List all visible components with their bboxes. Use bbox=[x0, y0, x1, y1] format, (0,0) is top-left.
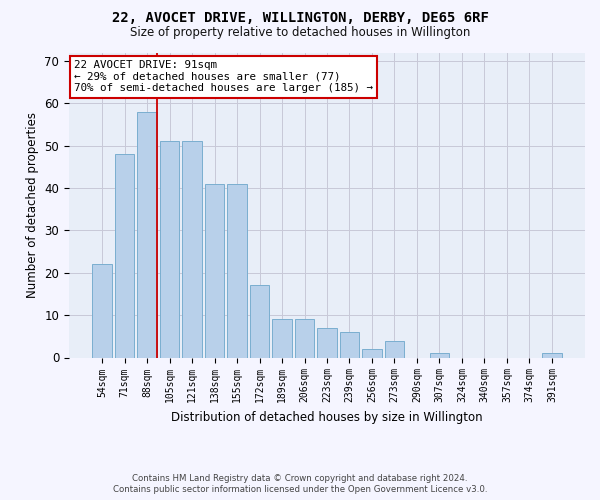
Text: 22 AVOCET DRIVE: 91sqm
← 29% of detached houses are smaller (77)
70% of semi-det: 22 AVOCET DRIVE: 91sqm ← 29% of detached… bbox=[74, 60, 373, 94]
Bar bbox=[205, 184, 224, 358]
Bar bbox=[160, 142, 179, 358]
Text: Contains HM Land Registry data © Crown copyright and database right 2024.
Contai: Contains HM Land Registry data © Crown c… bbox=[113, 474, 487, 494]
Bar bbox=[250, 286, 269, 358]
Y-axis label: Number of detached properties: Number of detached properties bbox=[26, 112, 39, 298]
Bar bbox=[362, 349, 382, 358]
Bar bbox=[340, 332, 359, 357]
Bar bbox=[227, 184, 247, 358]
X-axis label: Distribution of detached houses by size in Willington: Distribution of detached houses by size … bbox=[171, 411, 483, 424]
Bar bbox=[295, 320, 314, 358]
Bar bbox=[182, 142, 202, 358]
Text: Size of property relative to detached houses in Willington: Size of property relative to detached ho… bbox=[130, 26, 470, 39]
Bar bbox=[272, 320, 292, 358]
Bar bbox=[385, 340, 404, 357]
Bar bbox=[115, 154, 134, 358]
Bar bbox=[430, 354, 449, 358]
Bar bbox=[92, 264, 112, 358]
Bar bbox=[317, 328, 337, 358]
Text: 22, AVOCET DRIVE, WILLINGTON, DERBY, DE65 6RF: 22, AVOCET DRIVE, WILLINGTON, DERBY, DE6… bbox=[112, 11, 488, 25]
Bar bbox=[542, 354, 562, 358]
Bar bbox=[137, 112, 157, 358]
